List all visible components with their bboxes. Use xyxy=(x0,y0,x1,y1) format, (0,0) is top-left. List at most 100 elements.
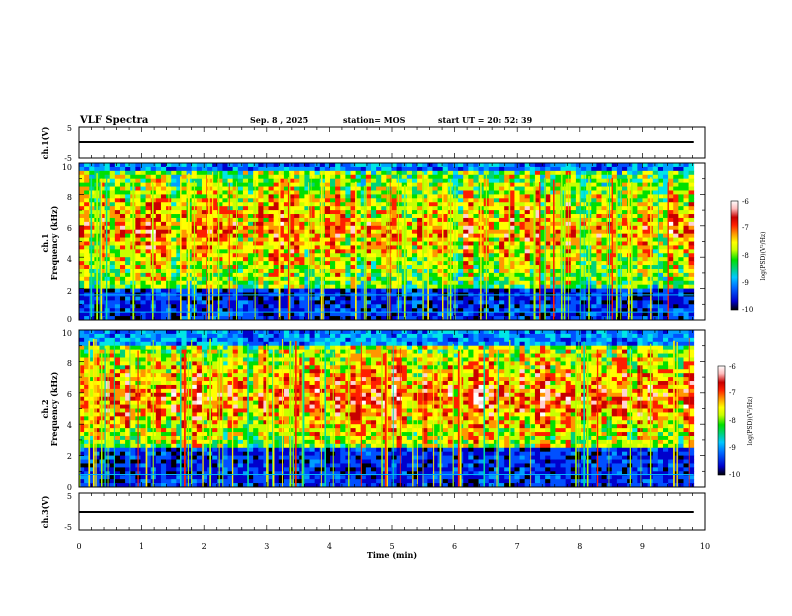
spectrogram-cell xyxy=(381,265,387,269)
spectrogram-cell xyxy=(197,179,203,183)
spectrogram-cell xyxy=(499,304,505,308)
spectrogram-cell xyxy=(571,187,577,191)
spectrogram-cell xyxy=(540,163,546,167)
spectrogram-cell xyxy=(258,289,264,293)
spectrogram-cell xyxy=(105,222,111,226)
spectrogram-cell xyxy=(386,190,392,194)
spectrogram-cell xyxy=(320,304,326,308)
spectrogram-cell xyxy=(683,242,689,246)
spectrogram-cell xyxy=(581,222,587,226)
spectrogram-cell xyxy=(79,167,85,171)
spectrogram-cell xyxy=(238,198,244,202)
spectrogram-cell xyxy=(458,202,464,206)
spectrogram-cell xyxy=(315,179,321,183)
spectrogram-cell xyxy=(320,296,326,300)
spectrogram-cell xyxy=(689,202,695,206)
spectrogram-cell xyxy=(115,265,121,269)
spectrogram-cell xyxy=(269,234,275,238)
spectrogram-cell xyxy=(673,234,679,238)
spectrogram-cell xyxy=(310,289,316,293)
spectrogram-cell xyxy=(310,269,316,273)
spectrogram-cell xyxy=(304,296,310,300)
spectrogram-cell xyxy=(310,210,316,214)
spectrogram-cell xyxy=(607,167,613,171)
spectrogram-cell xyxy=(325,202,331,206)
spectrogram-cell xyxy=(417,214,423,218)
spectrogram-cell xyxy=(673,198,679,202)
spectrogram-cell xyxy=(243,222,249,226)
spectrogram-cell xyxy=(146,289,152,293)
spectrogram-cell xyxy=(653,285,659,289)
spectrogram-cell xyxy=(146,253,152,257)
spectrogram-cell xyxy=(468,249,474,253)
spectrogram-cell xyxy=(115,226,121,230)
spectrogram-cell xyxy=(135,175,141,179)
spectrogram-cell xyxy=(458,253,464,257)
spectrogram-cell xyxy=(110,190,116,194)
spectrogram-cell xyxy=(248,183,254,187)
spectrogram-cell xyxy=(397,249,403,253)
spectrogram-cell xyxy=(514,253,520,257)
spectrogram-cell xyxy=(140,187,146,191)
spectrogram-cell xyxy=(473,265,479,269)
spectrogram-cell xyxy=(520,175,526,179)
spectrogram-cell xyxy=(253,281,259,285)
spectrogram-cell xyxy=(345,214,351,218)
spectrogram-cell xyxy=(453,242,459,246)
spectrogram-cell xyxy=(140,234,146,238)
spectrogram-cell xyxy=(84,261,90,265)
spectrogram-cell xyxy=(110,226,116,230)
spectrogram-cell xyxy=(622,206,628,210)
spectrogram-cell xyxy=(228,273,234,277)
spectrogram-cell xyxy=(304,163,310,167)
spectrogram-cell xyxy=(653,242,659,246)
spectrogram-cell xyxy=(468,206,474,210)
spectrogram-cell xyxy=(386,179,392,183)
spectrogram-cell xyxy=(207,269,213,273)
spectrogram-cell xyxy=(269,273,275,277)
spectrogram-cell xyxy=(689,214,695,218)
spectrogram-cell xyxy=(591,202,597,206)
spectrogram-cell xyxy=(105,198,111,202)
spectrogram-cell xyxy=(115,214,121,218)
spectrogram-cell xyxy=(366,167,372,171)
spectrogram-cell xyxy=(545,281,551,285)
spectrogram-cell xyxy=(643,175,649,179)
spectrogram-cell xyxy=(632,210,638,214)
spectrogram-cell xyxy=(376,206,382,210)
spectrogram-cell xyxy=(417,190,423,194)
spectrogram-cell xyxy=(458,179,464,183)
spectrogram-cell xyxy=(130,163,136,167)
spectrogram-cell xyxy=(299,183,305,187)
spectrogram-cell xyxy=(110,194,116,198)
spectrogram-cell xyxy=(299,230,305,234)
spectrogram-cell xyxy=(330,187,336,191)
spectrogram-cell xyxy=(171,257,177,261)
spectrogram-cell xyxy=(304,171,310,175)
spectrogram-cell xyxy=(99,175,105,179)
spectrogram-cell xyxy=(683,238,689,242)
spectrogram-cell xyxy=(181,230,187,234)
spectrogram-cell xyxy=(345,257,351,261)
spectrogram-cell xyxy=(243,210,249,214)
spectrogram-cell xyxy=(233,194,239,198)
spectrogram-cell xyxy=(243,273,249,277)
spectrogram-cell xyxy=(417,222,423,226)
spectrogram-cell xyxy=(294,249,300,253)
spectrogram-cell xyxy=(146,218,152,222)
spectrogram-cell xyxy=(222,175,228,179)
spectrogram-cell xyxy=(376,245,382,249)
spectrogram-cell xyxy=(602,300,608,304)
spectrogram-cell xyxy=(371,304,377,308)
spectrogram-cell xyxy=(304,300,310,304)
spectrogram-cell xyxy=(202,167,208,171)
spectrogram-cell xyxy=(325,249,331,253)
spectrogram-cell xyxy=(135,183,141,187)
spectrogram-cell xyxy=(310,222,316,226)
spectrogram-cell xyxy=(222,289,228,293)
spectrogram-cell xyxy=(591,190,597,194)
spectrogram-cell xyxy=(668,245,674,249)
spectrogram-cell xyxy=(320,261,326,265)
spectrogram-cell xyxy=(263,171,269,175)
spectrogram-cell xyxy=(325,285,331,289)
